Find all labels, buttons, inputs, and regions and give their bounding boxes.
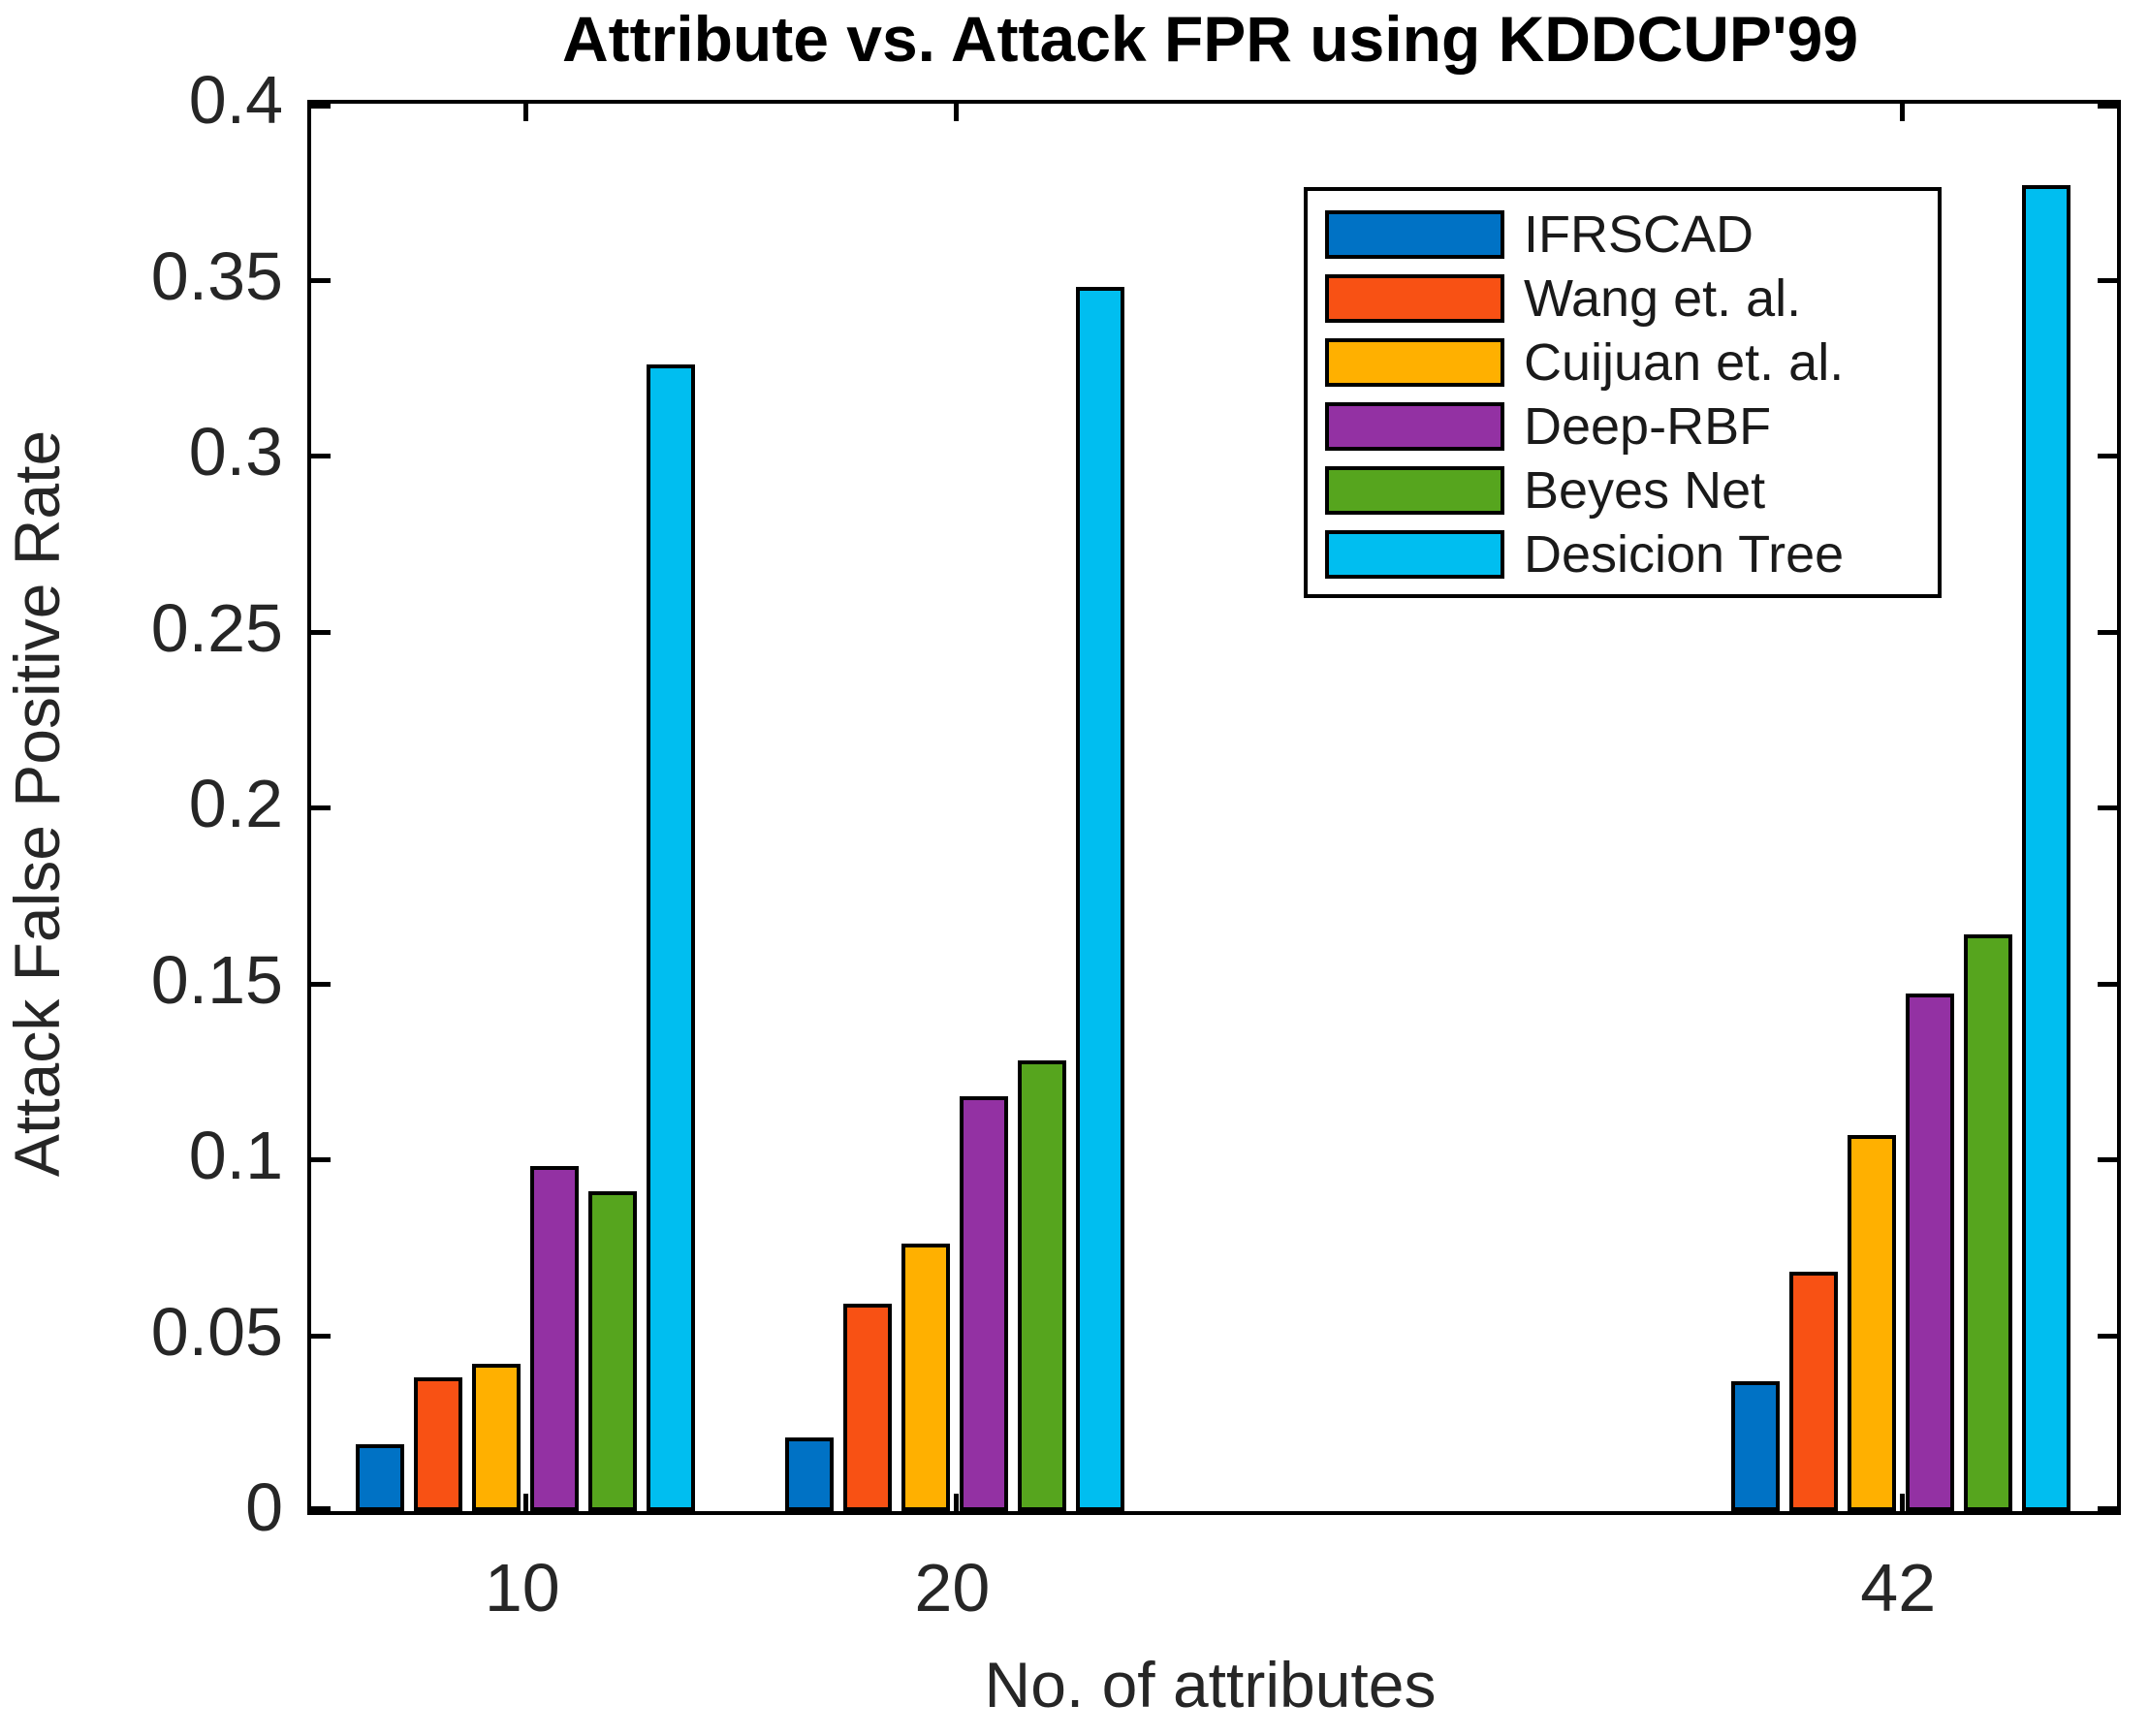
x-tick-mark <box>953 1494 959 1511</box>
bar-cuijuan-et-al--42 <box>1848 1134 1897 1511</box>
legend-label-beyes-net: Beyes Net <box>1524 461 1766 520</box>
y-tick-mark <box>311 277 331 283</box>
legend-swatch-cuijuan-et-al- <box>1325 338 1504 387</box>
legend-item-desicion-tree: Desicion Tree <box>1325 522 1938 586</box>
bar-beyes-net-20 <box>1018 1060 1067 1511</box>
y-tick-mark <box>311 1333 331 1339</box>
bar-deep-rbf-10 <box>529 1166 579 1511</box>
y-tick-mark <box>311 104 331 109</box>
y-tick-label-0.25: 0.25 <box>150 589 283 666</box>
legend-label-deep-rbf: Deep-RBF <box>1524 397 1772 456</box>
legend-label-wang-et-al-: Wang et. al. <box>1524 269 1802 328</box>
legend-item-wang-et-al-: Wang et. al. <box>1325 267 1938 331</box>
bar-ifrscad-42 <box>1731 1380 1781 1511</box>
x-tick-mark <box>523 104 529 121</box>
y-tick-mark <box>2098 805 2117 810</box>
x-tick-mark <box>953 104 959 121</box>
legend-swatch-ifrscad <box>1325 210 1504 259</box>
bar-deep-rbf-42 <box>1906 994 1955 1511</box>
y-tick-mark <box>2098 1506 2117 1511</box>
bar-beyes-net-42 <box>1964 933 2013 1511</box>
y-tick-mark <box>311 1506 331 1511</box>
y-tick-label-0.15: 0.15 <box>150 941 283 1018</box>
bar-deep-rbf-20 <box>960 1095 1009 1511</box>
legend: IFRSCAD Wang et. al. Cuijuan et. al. Deep-R… <box>1304 187 1942 598</box>
x-tick-label-42: 42 <box>1860 1550 1937 1626</box>
y-tick-mark <box>311 629 331 635</box>
bar-ifrscad-10 <box>355 1444 404 1511</box>
y-tick-mark <box>2098 629 2117 635</box>
legend-label-ifrscad: IFRSCAD <box>1524 205 1754 264</box>
bar-wang-et-al--10 <box>413 1377 462 1511</box>
y-tick-label-0.3: 0.3 <box>188 414 283 489</box>
y-tick-label-0.2: 0.2 <box>188 766 283 841</box>
bar-wang-et-al--20 <box>843 1303 893 1511</box>
legend-swatch-beyes-net <box>1325 466 1504 515</box>
y-tick-mark <box>2098 981 2117 987</box>
bar-desicion-tree-42 <box>2022 184 2071 1511</box>
y-tick-mark <box>2098 277 2117 283</box>
bar-cuijuan-et-al--20 <box>901 1244 951 1511</box>
legend-item-beyes-net: Beyes Net <box>1325 458 1938 522</box>
y-tick-mark <box>2098 104 2117 109</box>
bar-beyes-net-10 <box>587 1190 637 1511</box>
y-tick-label-0: 0 <box>245 1469 283 1545</box>
y-tick-mark <box>2098 454 2117 458</box>
y-tick-mark <box>311 805 331 810</box>
bar-wang-et-al--42 <box>1789 1272 1839 1511</box>
y-tick-label-0.4: 0.4 <box>188 62 283 138</box>
chart-title: Attribute vs. Attack FPR using KDDCUP'99 <box>561 3 1859 75</box>
y-tick-label-0.05: 0.05 <box>150 1293 283 1370</box>
x-tick-label-20: 20 <box>914 1550 991 1626</box>
y-tick-mark <box>2098 1333 2117 1339</box>
x-tick-mark <box>1899 1494 1905 1511</box>
y-tick-mark <box>311 1157 331 1162</box>
y-tick-mark <box>311 981 331 987</box>
bar-desicion-tree-10 <box>646 363 695 1511</box>
legend-swatch-wang-et-al- <box>1325 274 1504 323</box>
bar-desicion-tree-20 <box>1076 286 1125 1511</box>
x-tick-label-10: 10 <box>484 1550 560 1626</box>
bar-ifrscad-20 <box>785 1436 835 1511</box>
legend-label-desicion-tree: Desicion Tree <box>1524 525 1845 584</box>
legend-item-ifrscad: IFRSCAD <box>1325 203 1938 267</box>
x-axis-label: No. of attributes <box>984 1649 1437 1720</box>
x-tick-mark <box>523 1494 529 1511</box>
legend-swatch-deep-rbf <box>1325 402 1504 451</box>
y-tick-label-0.1: 0.1 <box>188 1118 283 1193</box>
y-tick-mark <box>2098 1157 2117 1162</box>
x-tick-mark <box>1899 104 1905 121</box>
legend-item-cuijuan-et-al-: Cuijuan et. al. <box>1325 331 1938 395</box>
bar-cuijuan-et-al--10 <box>471 1363 521 1511</box>
legend-item-deep-rbf: Deep-RBF <box>1325 395 1938 458</box>
y-tick-label-0.35: 0.35 <box>150 237 283 314</box>
legend-label-cuijuan-et-al-: Cuijuan et. al. <box>1524 333 1845 392</box>
y-tick-mark <box>311 454 331 458</box>
legend-swatch-desicion-tree <box>1325 530 1504 579</box>
